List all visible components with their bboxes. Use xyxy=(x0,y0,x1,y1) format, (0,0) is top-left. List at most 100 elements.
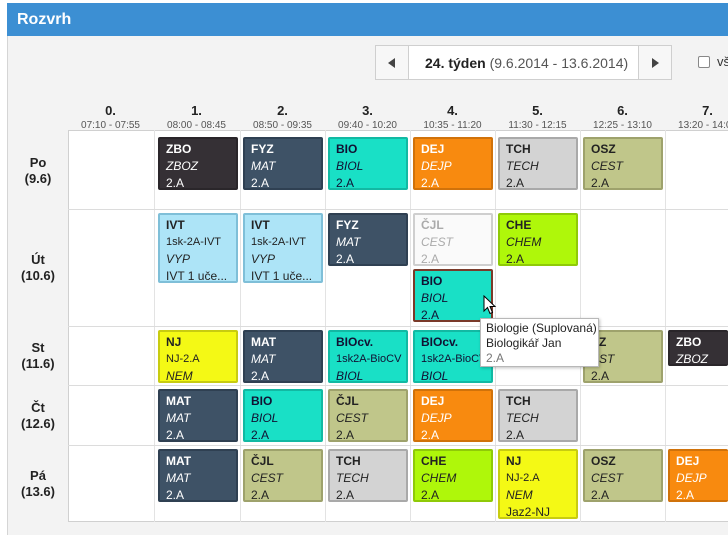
lesson-subject: BIOcv. xyxy=(336,335,374,349)
day-name: Pá xyxy=(30,468,46,483)
lesson-room: IVT 1 uče... xyxy=(166,269,228,283)
lesson-subject: TCH xyxy=(336,454,361,468)
lesson-subject: DEJ xyxy=(421,394,445,408)
lesson-group: CEST xyxy=(591,159,624,173)
period-header-6: 6. 12:25 - 13:10 xyxy=(580,104,665,131)
lesson-card[interactable]: IVT 1sk-2A-IVT VYP IVT 1 uče... xyxy=(158,213,238,283)
lesson-card[interactable]: CHE CHEM 2.A xyxy=(413,449,493,502)
lesson-subject: TCH xyxy=(506,142,531,156)
lesson-group: 1sk2A-BioCV xyxy=(421,353,487,365)
lesson-code: VYP xyxy=(166,252,191,266)
lesson-class: 2.A xyxy=(676,488,695,502)
lesson-subject: ČJL xyxy=(251,454,274,468)
show-all-label: vš xyxy=(717,54,728,69)
lesson-card[interactable]: BIOcv. 1sk2A-BioCV BIOL xyxy=(328,330,408,383)
show-all-checkbox[interactable] xyxy=(698,55,710,68)
lesson-subject: MAT xyxy=(166,454,192,468)
lesson-card[interactable]: MAT MAT 2.A xyxy=(243,330,323,383)
lesson-card-substitution[interactable]: BIO BIOL 2.A xyxy=(413,269,493,322)
lesson-subject: MAT xyxy=(251,335,277,349)
lesson-card[interactable]: CHE CHEM 2.A xyxy=(498,213,578,266)
lesson-card[interactable]: TCH TECH 2.A xyxy=(328,449,408,502)
lesson-card[interactable]: MAT MAT 2.A xyxy=(158,449,238,502)
lesson-code: BIOL xyxy=(336,369,364,383)
period-time: 10:35 - 11:20 xyxy=(423,120,482,131)
lesson-subject: ZBO xyxy=(676,335,702,349)
lesson-card[interactable]: OSZ CEST 2.A xyxy=(583,449,663,502)
lesson-subject: OSZ xyxy=(591,142,616,156)
week-navigator: 24. týden (9.6.2014 - 13.6.2014) xyxy=(375,45,673,80)
lesson-subject: OSZ xyxy=(591,454,616,468)
period-header-3: 3. 09:40 - 10:20 xyxy=(325,104,410,131)
lesson-card[interactable]: BIOcv. 1sk2A-BioCV BIOL xyxy=(413,330,493,383)
triangle-left-icon xyxy=(388,57,395,68)
period-number: 2. xyxy=(277,103,288,118)
period-header-1: 1. 08:00 - 08:45 xyxy=(154,104,239,131)
day-header-monday: Po (9.6) xyxy=(8,155,68,187)
lesson-group: DEJP xyxy=(421,159,452,173)
lesson-card[interactable]: ZBO ZBOZ xyxy=(668,330,728,366)
lesson-card-cancelled[interactable]: ČJL CEST 2.A xyxy=(413,213,493,266)
lesson-card[interactable]: BIO BIOL 2.A xyxy=(243,389,323,442)
lesson-code: BIOL xyxy=(421,369,449,383)
lesson-card[interactable]: FYZ MAT 2.A xyxy=(243,137,323,190)
lesson-group: CEST xyxy=(421,235,454,249)
day-header-wednesday: St (11.6) xyxy=(8,340,68,372)
lesson-card[interactable]: DEJ DEJP 2.A xyxy=(413,137,493,190)
lesson-card[interactable]: TCH TECH 2.A xyxy=(498,137,578,190)
week-label[interactable]: 24. týden (9.6.2014 - 13.6.2014) xyxy=(409,45,639,80)
lesson-card[interactable]: BIO BIOL 2.A xyxy=(328,137,408,190)
lesson-room: Jaz2-NJ xyxy=(506,505,551,519)
lesson-subject: ČJL xyxy=(421,218,444,232)
lesson-card[interactable]: TCH TECH 2.A xyxy=(498,389,578,442)
period-number: 3. xyxy=(362,103,373,118)
lesson-subject: BIO xyxy=(336,142,358,156)
lesson-card[interactable]: OSZ CEST 2.A xyxy=(583,137,663,190)
lesson-subject: DEJ xyxy=(421,142,445,156)
period-time: 08:50 - 09:35 xyxy=(253,120,312,131)
week-range: (9.6.2014 - 13.6.2014) xyxy=(489,55,629,71)
lesson-card[interactable]: NJ NJ-2.A NEM xyxy=(158,330,238,383)
lesson-subject: TCH xyxy=(506,394,531,408)
lesson-group: NJ-2.A xyxy=(166,353,200,365)
lesson-class: 2.A xyxy=(591,176,610,190)
lesson-card[interactable]: ČJL CEST 2.A xyxy=(328,389,408,442)
lesson-subject: CHE xyxy=(506,218,532,232)
period-number: 6. xyxy=(617,103,628,118)
row-divider xyxy=(68,445,728,446)
lesson-card[interactable]: IVT 1sk-2A-IVT VYP IVT 1 uče... xyxy=(243,213,323,283)
prev-week-button[interactable] xyxy=(375,45,409,80)
next-week-button[interactable] xyxy=(638,45,673,80)
period-header-4: 4. 10:35 - 11:20 xyxy=(410,104,495,131)
lesson-subject: ČJL xyxy=(336,394,359,408)
lesson-card[interactable]: FYZ MAT 2.A xyxy=(328,213,408,266)
row-divider xyxy=(68,326,728,327)
day-header-friday: Pá (13.6) xyxy=(8,468,68,500)
period-time: 08:00 - 08:45 xyxy=(167,120,226,131)
lesson-card[interactable]: MAT MAT 2.A xyxy=(158,389,238,442)
period-header-0: 0. 07:10 - 07:55 xyxy=(68,104,153,131)
lesson-card[interactable]: DEJ DEJP 2.A xyxy=(413,389,493,442)
lesson-class: 2.A xyxy=(251,369,270,383)
lesson-group: ZBOZ xyxy=(166,159,198,173)
lesson-group: TECH xyxy=(506,159,539,173)
lesson-card[interactable]: NJ NJ-2.A NEM Jaz2-NJ xyxy=(498,449,578,519)
period-time: 13:20 - 14:05 xyxy=(678,120,728,131)
lesson-group: BIOL xyxy=(421,291,449,305)
lesson-group: 1sk-2A-IVT xyxy=(166,236,222,248)
lesson-card[interactable]: ZBO ZBOZ 2.A xyxy=(158,137,238,190)
day-date: (10.6) xyxy=(21,268,55,283)
lesson-card[interactable]: DEJ DEJP 2.A xyxy=(668,449,728,502)
panel-title: Rozvrh xyxy=(7,3,728,36)
lesson-class: 2.A xyxy=(251,428,270,442)
lesson-code: VYP xyxy=(251,252,276,266)
lesson-class: 2.A xyxy=(251,176,270,190)
period-header-7: 7. 13:20 - 14:05 xyxy=(665,104,728,131)
lesson-card[interactable]: ČJL CEST 2.A xyxy=(243,449,323,502)
day-name: St xyxy=(31,340,45,355)
lesson-class: 2.A xyxy=(421,308,440,322)
period-number: 7. xyxy=(702,103,713,118)
lesson-subject: NJ xyxy=(166,335,182,349)
lesson-group: TECH xyxy=(336,471,369,485)
lesson-subject: DEJ xyxy=(676,454,700,468)
